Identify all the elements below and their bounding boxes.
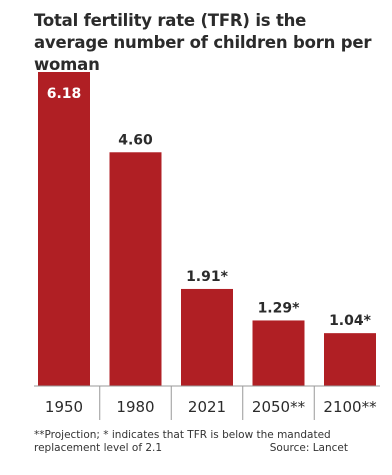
category-label-2050: 2050** — [252, 398, 306, 416]
category-label-1980: 1980 — [116, 398, 154, 416]
value-label-2100: 1.04* — [329, 313, 372, 329]
bars-group — [38, 72, 376, 386]
bar-2021 — [181, 288, 233, 386]
bar-1980 — [109, 152, 162, 386]
source-credit: Source: Lancet — [269, 442, 348, 454]
bar-2050 — [252, 320, 305, 386]
category-label-1950: 1950 — [45, 398, 83, 416]
value-label-2050: 1.29* — [258, 300, 301, 316]
category-label-2100: 2100** — [323, 398, 377, 416]
value-label-1950: 6.18 — [47, 86, 82, 102]
value-label-2021: 1.91* — [186, 269, 229, 285]
value-label-1980: 4.60 — [118, 132, 153, 148]
chart-title: Total fertility rate (TFR) is the averag… — [34, 11, 372, 74]
category-label-2021: 2021 — [188, 398, 226, 416]
bar-2100 — [324, 333, 376, 386]
bar-1950 — [38, 72, 90, 386]
bar-chart: 6.18 4.60 1.91* 1.29* 1.04* 1950 1980 2021 2050… — [34, 72, 380, 420]
category-dividers-group — [99, 386, 315, 420]
chart-card: Total fertility rate (TFR) is the averag… — [10, 4, 382, 466]
category-labels-group: 1950 1980 2021 2050** 2100** — [45, 398, 377, 416]
footnote: **Projection; * indicates that TFR is be… — [34, 429, 331, 454]
value-labels-group: 6.18 4.60 1.91* 1.29* 1.04* — [47, 86, 372, 329]
